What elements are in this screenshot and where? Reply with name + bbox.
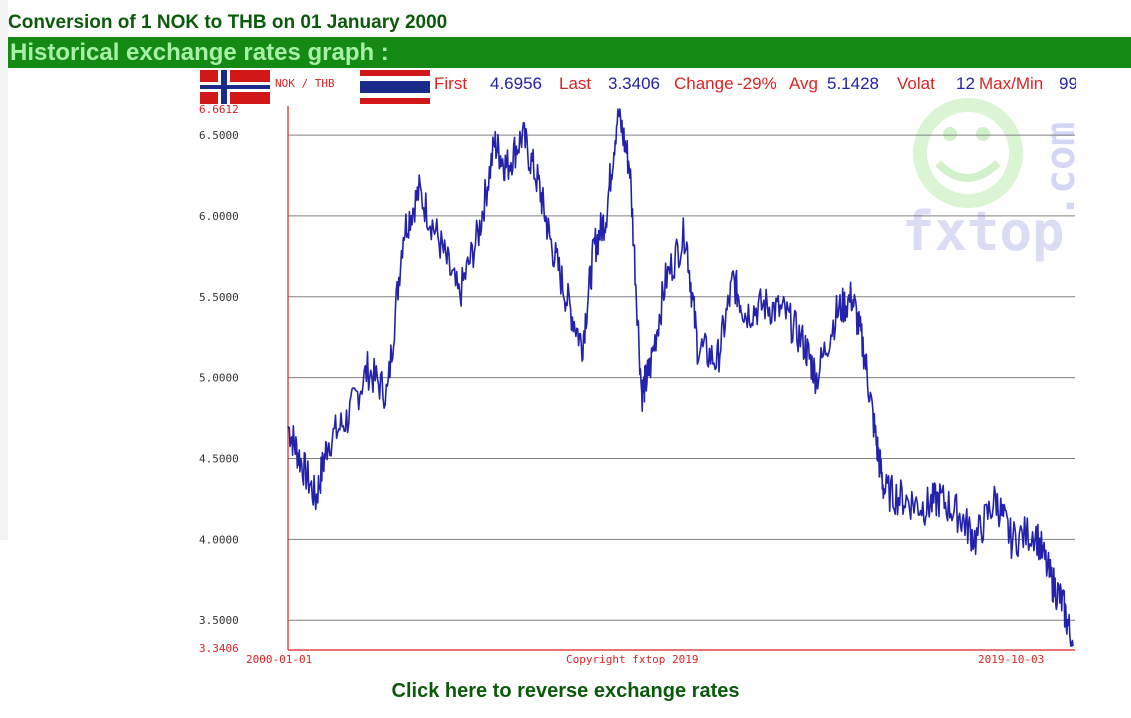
- volat-value: 12: [956, 74, 975, 93]
- first-value: 4.6956: [490, 74, 542, 93]
- thailand-flag-icon: [360, 70, 430, 104]
- graph-header-bar: Historical exchange rates graph :: [8, 37, 1131, 68]
- exchange-rate-chart: NOK / THB First 4.6956 Last 3.3406 Chang…: [198, 68, 1084, 670]
- maxmin-label: Max/Min: [979, 74, 1043, 93]
- chart-svg: NOK / THB First 4.6956 Last 3.3406 Chang…: [199, 70, 1084, 666]
- y-tick-label-0: 6.5000: [199, 129, 239, 142]
- change-value: -29%: [737, 74, 777, 93]
- avg-value: 5.1428: [827, 74, 879, 93]
- pair-label: NOK / THB: [275, 77, 335, 90]
- x-start-label: 2000-01-01: [246, 653, 312, 666]
- norway-flag-icon: [200, 70, 270, 104]
- reverse-rates-link[interactable]: Click here to reverse exchange rates: [391, 680, 740, 702]
- last-value: 3.3406: [608, 74, 660, 93]
- graph-header-title: Historical exchange rates graph :: [10, 39, 389, 66]
- fxtop-watermark-logo: fxtop .com: [902, 98, 1084, 263]
- volat-label: Volat: [897, 74, 935, 93]
- watermark-text: fxtop: [902, 200, 1065, 263]
- maxmin-value: 99: [1059, 74, 1076, 93]
- series-line-nok-thb: [287, 108, 1074, 647]
- y-tick-label-3: 5.0000: [199, 372, 239, 385]
- first-label: First: [434, 74, 467, 93]
- x-center-label: Copyright fxtop 2019: [566, 653, 698, 666]
- watermark-domain: .com: [1038, 122, 1076, 218]
- y-tick-labels: 6.5000 6.0000 5.5000 5.0000 4.5000 4.0000 3.50…: [199, 129, 239, 627]
- chart-grid: [288, 134, 1075, 621]
- y-max-label: 6.6612: [199, 103, 239, 116]
- y-tick-label-2: 5.5000: [199, 291, 239, 304]
- y-tick-label-5: 4.0000: [199, 533, 239, 546]
- left-gutter: [0, 0, 8, 540]
- y-tick-label-6: 3.5000: [199, 614, 239, 627]
- last-label: Last: [559, 74, 591, 93]
- y-tick-label-4: 4.5000: [199, 453, 239, 466]
- y-tick-label-1: 6.0000: [199, 210, 239, 223]
- change-label: Change: [674, 74, 734, 93]
- y-min-label: 3.3406: [199, 642, 239, 655]
- avg-label: Avg: [789, 74, 818, 93]
- x-end-label: 2019-10-03: [978, 653, 1044, 666]
- conversion-title: Conversion of 1 NOK to THB on 01 January…: [8, 12, 448, 33]
